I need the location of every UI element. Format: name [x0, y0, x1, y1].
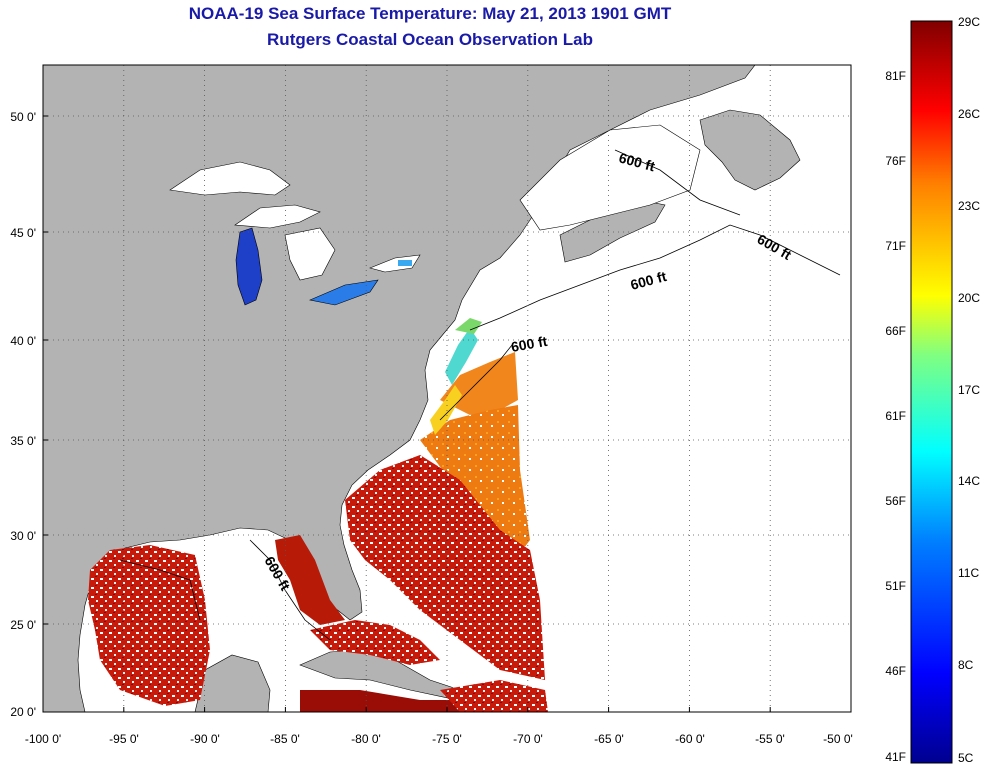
x-tick-neg85: -85 0' [270, 732, 300, 746]
cb-label-17c: 17C [958, 383, 981, 397]
contour-label-4: 600 ft [510, 333, 549, 355]
x-tick-neg90: -90 0' [190, 732, 220, 746]
cb-label-23c: 23C [958, 199, 981, 213]
cb-label-76f: 76F [885, 154, 906, 168]
y-tick-45: 45 0' [10, 226, 36, 240]
sst-gulf-east [275, 535, 345, 625]
sst-gulf-west [88, 545, 210, 706]
sst-caribbean-2 [440, 680, 548, 712]
contour-600ft [119, 149, 841, 641]
lake-erie [308, 279, 379, 306]
sst-florida-straits [310, 620, 440, 665]
colorbar [910, 20, 953, 764]
lake-michigan [235, 227, 263, 306]
x-tick-neg75: -75 0' [432, 732, 462, 746]
y-tick-30: 30 0' [10, 529, 36, 543]
cb-label-71f: 71F [885, 239, 906, 253]
y-tick-40: 40 0' [10, 334, 36, 348]
sst-caribbean [300, 690, 470, 712]
sst-gulf-stream-edge [430, 385, 462, 435]
cb-label-61f: 61F [885, 409, 906, 423]
lake-huron [284, 227, 336, 281]
cb-label-56f: 56F [885, 494, 906, 508]
lake-ontario [369, 254, 421, 273]
cb-label-26c: 26C [958, 107, 981, 121]
cb-label-51f: 51F [885, 579, 906, 593]
y-tick-25: 25 0' [10, 618, 36, 632]
lake-superior [234, 204, 321, 229]
cb-label-81f: 81F [885, 69, 906, 83]
sst-atlantic-south [345, 455, 545, 680]
x-tick-neg50: -50 0' [823, 732, 853, 746]
cb-label-8c: 8C [958, 658, 974, 672]
x-tick-neg65: -65 0' [594, 732, 624, 746]
chart-subtitle: Rutgers Coastal Ocean Observation Lab [267, 30, 593, 49]
cb-label-41f: 41F [885, 750, 906, 764]
x-tick-neg80: -80 0' [351, 732, 381, 746]
sst-shelf-cool [445, 328, 478, 385]
x-tick-neg70: -70 0' [513, 732, 543, 746]
cb-label-20c: 20C [958, 291, 981, 305]
x-tick-neg100: -100 0' [24, 732, 62, 746]
x-tick-neg60: -60 0' [675, 732, 705, 746]
y-tick-35: 35 0' [10, 434, 36, 448]
cb-label-5c: 5C [958, 751, 974, 765]
x-tick-neg55: -55 0' [755, 732, 785, 746]
cb-label-11c: 11C [958, 566, 980, 580]
gulf-st-lawrence [519, 124, 701, 231]
sst-shelf-green [455, 318, 482, 334]
y-tick-20: 20 0' [10, 705, 36, 719]
lake-ontario-temp [398, 260, 412, 266]
cb-label-66f: 66F [885, 324, 906, 338]
hudson-bay-water [169, 161, 291, 196]
cb-label-29c: 29C [958, 15, 981, 29]
y-tick-50: 50 0' [10, 110, 36, 124]
land-newfoundland [699, 109, 801, 191]
cb-label-14c: 14C [958, 474, 981, 488]
cb-label-46f: 46F [885, 664, 906, 678]
x-tick-neg95: -95 0' [109, 732, 139, 746]
sst-atlantic-mid [420, 405, 530, 560]
chart-title: NOAA-19 Sea Surface Temperature: May 21,… [188, 4, 672, 23]
